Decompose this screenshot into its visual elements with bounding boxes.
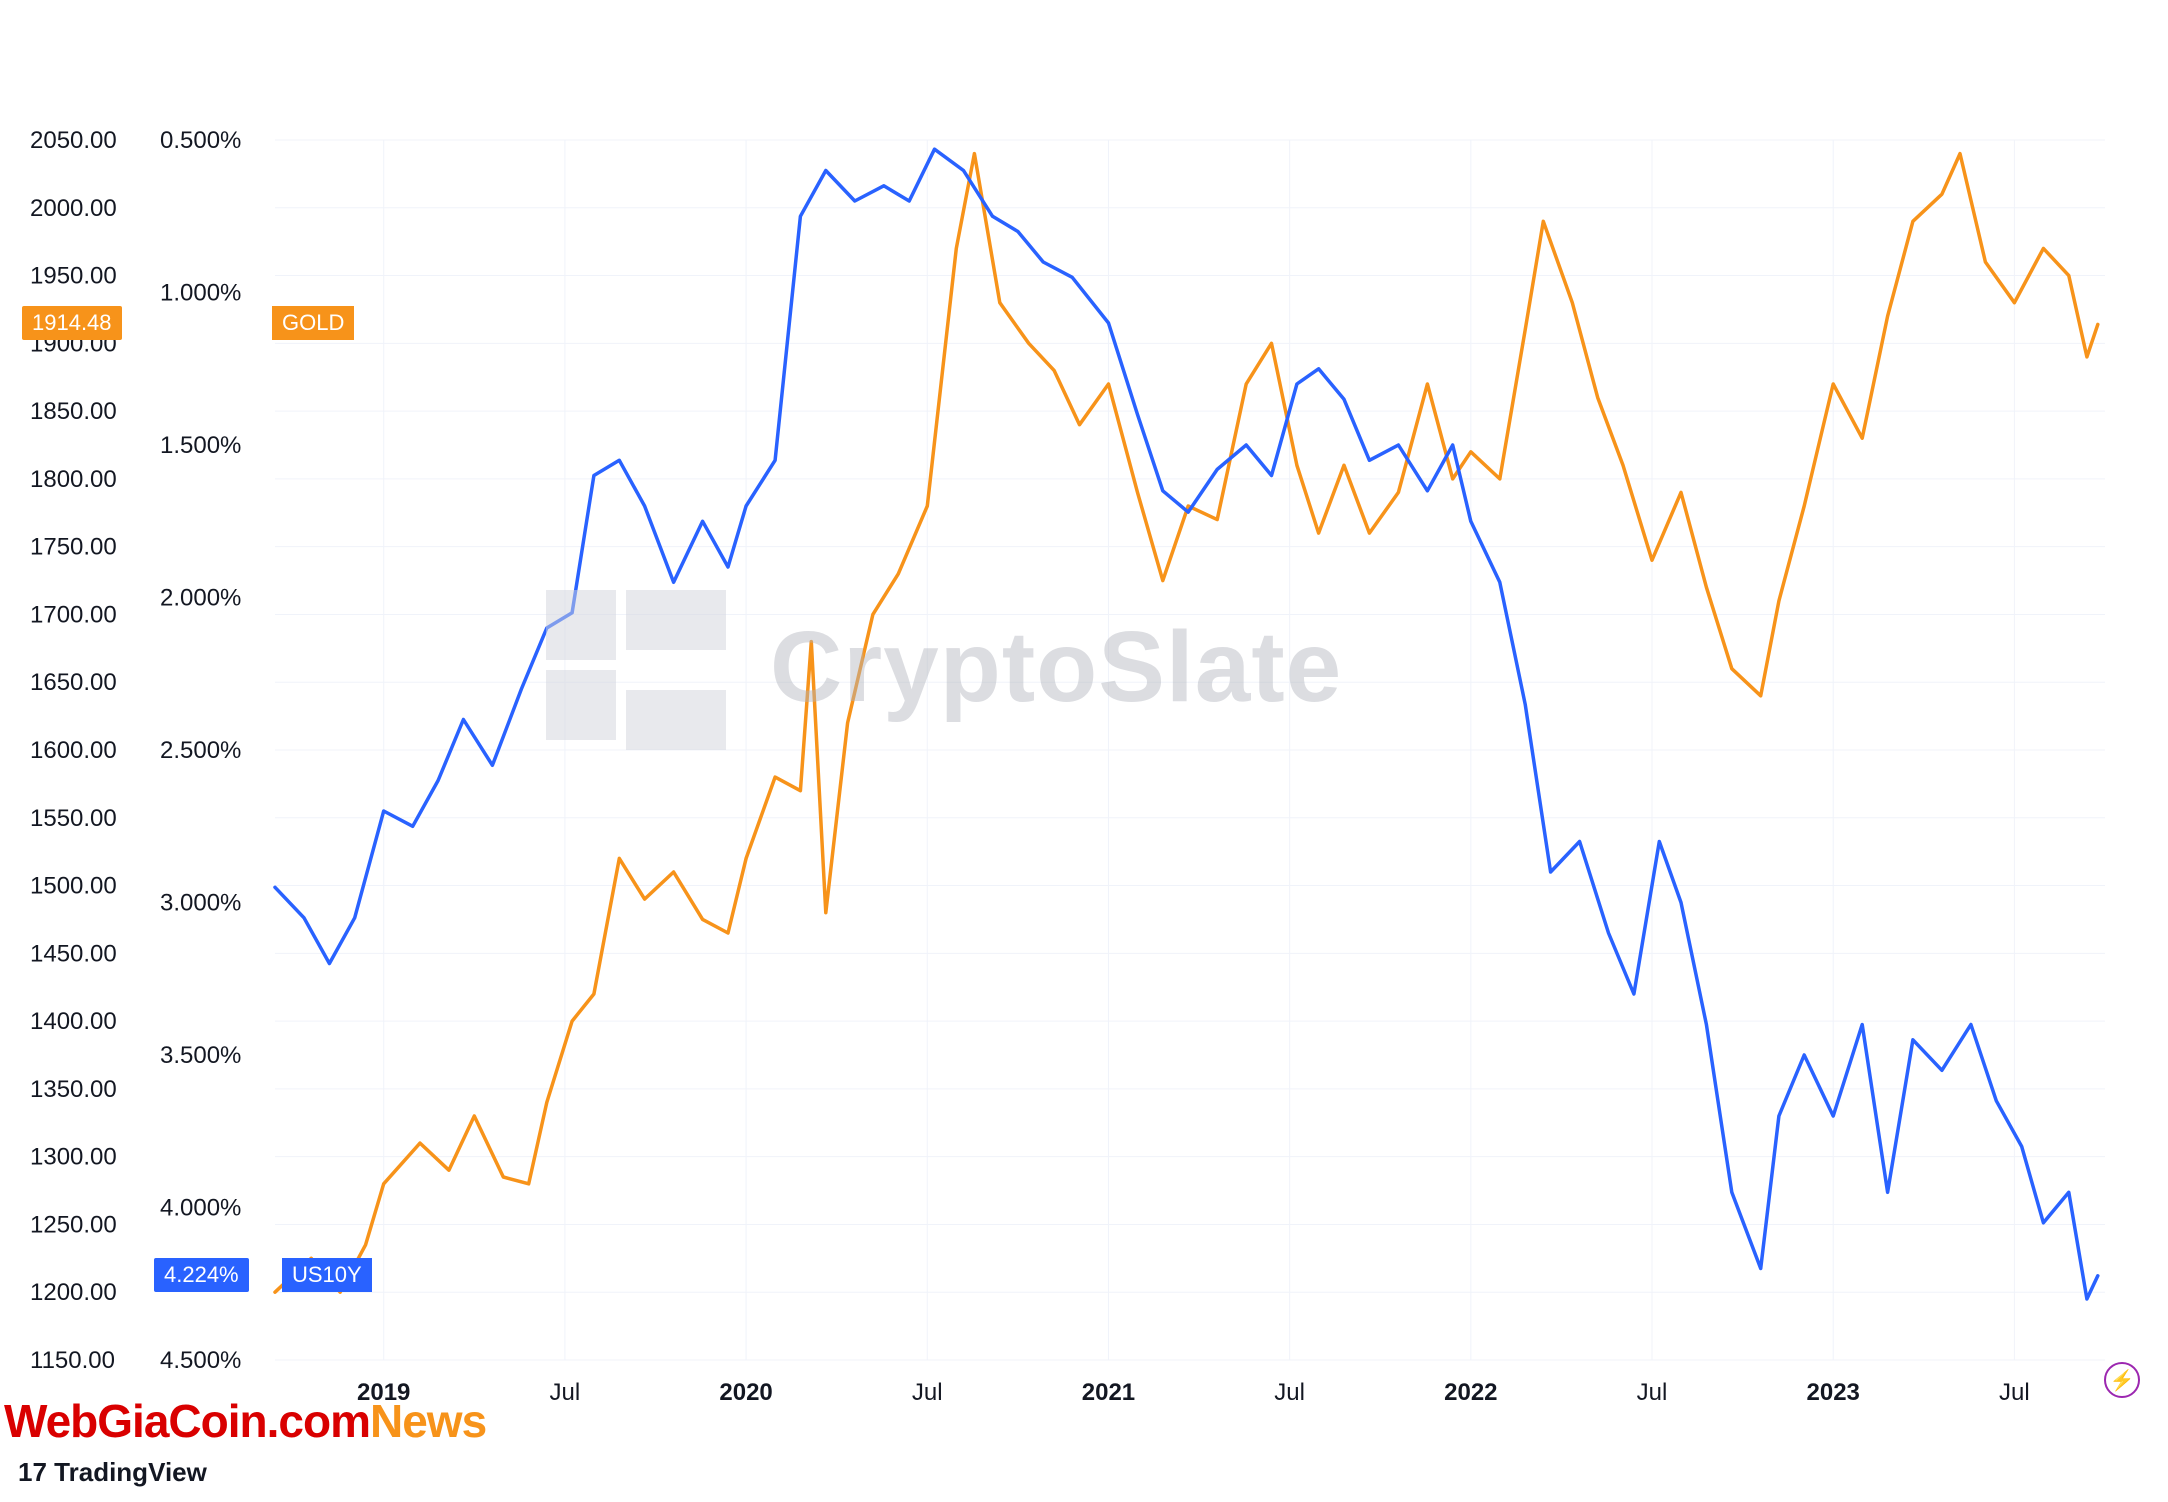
- svg-text:1.500%: 1.500%: [160, 432, 241, 459]
- tradingview-icon: 1: [18, 1457, 32, 1487]
- news-overlay-part1: WebGiaCoin.com: [4, 1395, 370, 1447]
- svg-text:1550.00: 1550.00: [30, 805, 117, 832]
- percent-axis-current-badge: 4.224%: [154, 1258, 249, 1292]
- svg-text:2050.00: 2050.00: [30, 127, 117, 154]
- tradingview-logo[interactable]: 17 TradingView: [18, 1457, 207, 1488]
- svg-text:4.000%: 4.000%: [160, 1195, 241, 1222]
- svg-text:1450.00: 1450.00: [30, 940, 117, 967]
- gold-series-label[interactable]: GOLD: [272, 306, 354, 340]
- svg-text:1350.00: 1350.00: [30, 1076, 117, 1103]
- svg-text:1300.00: 1300.00: [30, 1144, 117, 1171]
- yield-series-label[interactable]: US10Y: [282, 1258, 372, 1292]
- svg-text:1250.00: 1250.00: [30, 1211, 117, 1238]
- svg-text:1.000%: 1.000%: [160, 280, 241, 307]
- svg-text:1400.00: 1400.00: [30, 1008, 117, 1035]
- svg-text:4.500%: 4.500%: [160, 1347, 241, 1374]
- svg-text:1200.00: 1200.00: [30, 1279, 117, 1306]
- svg-text:2.000%: 2.000%: [160, 585, 241, 612]
- svg-text:Jul: Jul: [912, 1379, 943, 1406]
- svg-text:1950.00: 1950.00: [30, 263, 117, 290]
- flash-icon[interactable]: ⚡: [2104, 1362, 2140, 1398]
- svg-text:0.500%: 0.500%: [160, 127, 241, 154]
- news-overlay-part2: News: [370, 1395, 486, 1447]
- svg-text:2022: 2022: [1444, 1379, 1497, 1406]
- svg-text:Jul: Jul: [550, 1379, 581, 1406]
- svg-text:2023: 2023: [1807, 1379, 1860, 1406]
- svg-text:1650.00: 1650.00: [30, 669, 117, 696]
- news-overlay: WebGiaCoin.comNews: [4, 1394, 486, 1448]
- svg-text:2.500%: 2.500%: [160, 737, 241, 764]
- svg-text:1850.00: 1850.00: [30, 398, 117, 425]
- svg-text:1800.00: 1800.00: [30, 466, 117, 493]
- tradingview-label: TradingView: [54, 1457, 207, 1487]
- svg-text:1600.00: 1600.00: [30, 737, 117, 764]
- svg-text:1500.00: 1500.00: [30, 873, 117, 900]
- svg-text:2021: 2021: [1082, 1379, 1135, 1406]
- svg-text:3.500%: 3.500%: [160, 1042, 241, 1069]
- svg-text:1750.00: 1750.00: [30, 534, 117, 561]
- left-axis-current-badge: 1914.48: [22, 306, 122, 340]
- svg-text:2000.00: 2000.00: [30, 195, 117, 222]
- svg-text:2020: 2020: [719, 1379, 772, 1406]
- tradingview-icon-2: 7: [32, 1457, 46, 1487]
- svg-text:Jul: Jul: [1637, 1379, 1668, 1406]
- svg-text:1150.00: 1150.00: [30, 1347, 115, 1374]
- svg-text:3.000%: 3.000%: [160, 890, 241, 917]
- svg-text:1700.00: 1700.00: [30, 601, 117, 628]
- svg-text:Jul: Jul: [1999, 1379, 2030, 1406]
- svg-text:Jul: Jul: [1274, 1379, 1305, 1406]
